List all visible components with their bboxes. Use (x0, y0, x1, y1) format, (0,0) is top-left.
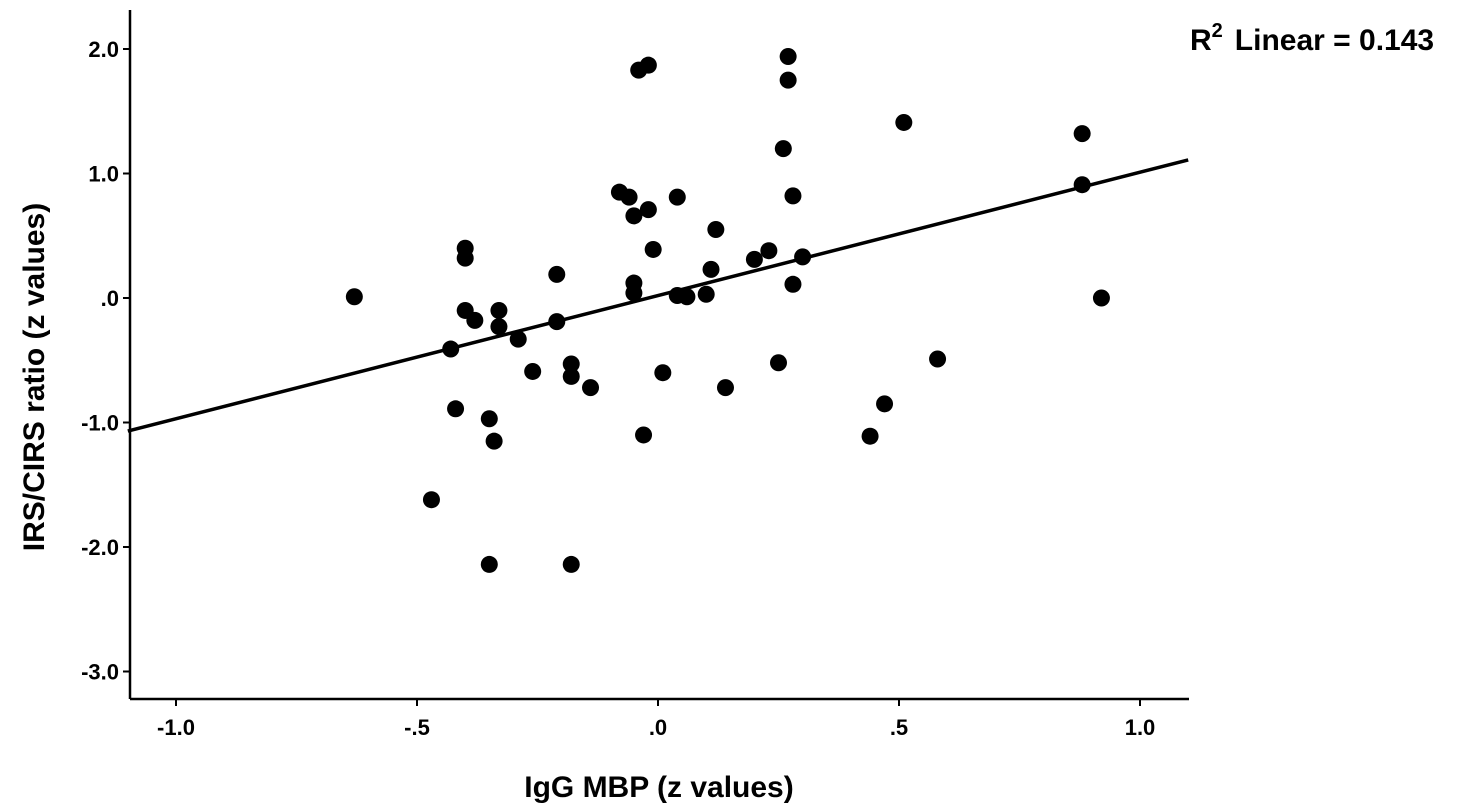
data-point (770, 354, 787, 372)
data-point (635, 426, 653, 444)
data-point (760, 242, 778, 260)
data-point (654, 364, 672, 382)
data-point (490, 318, 508, 336)
x-tick-label: -1.0 (157, 715, 195, 740)
x-tick-label: .0 (649, 715, 667, 740)
data-point (1073, 176, 1091, 194)
y-tick-label: .0 (101, 286, 119, 311)
x-tick-label: 1.0 (1125, 715, 1156, 740)
data-point (745, 250, 763, 268)
data-point (779, 71, 797, 89)
data-point (779, 47, 797, 65)
data-point (784, 275, 802, 293)
data-point (861, 427, 879, 445)
data-point (774, 140, 792, 158)
data-point (490, 301, 508, 319)
data-point (562, 367, 580, 385)
y-tick-label: -2.0 (81, 535, 119, 560)
data-point (697, 285, 715, 303)
data-point (668, 188, 686, 206)
data-point (1092, 289, 1110, 307)
data-point (639, 201, 657, 219)
data-point (625, 207, 643, 225)
data-point (929, 350, 947, 368)
data-point (784, 187, 802, 205)
data-point (466, 311, 484, 329)
points-layer (345, 47, 1110, 573)
data-point (639, 56, 657, 74)
r2-text: Linear = 0.143 (1235, 24, 1434, 57)
data-point (1073, 125, 1091, 143)
data-point (509, 330, 527, 348)
data-point (422, 491, 440, 509)
data-point (678, 288, 696, 306)
data-point (644, 240, 662, 258)
data-point (702, 260, 720, 278)
data-point (716, 379, 734, 397)
data-point (620, 188, 638, 206)
data-point (456, 249, 474, 267)
data-point (582, 379, 600, 397)
data-point (625, 284, 643, 302)
fit-line-layer (127, 158, 1189, 433)
y-tick-label: 1.0 (88, 162, 119, 187)
y-tick-label: 2.0 (88, 37, 119, 62)
y-tick-label: -1.0 (81, 411, 119, 436)
data-point (447, 400, 465, 418)
y-axis-title: IRS/CIRS ratio (z values) (18, 203, 51, 551)
data-point (442, 340, 460, 358)
y-tick-label: -3.0 (81, 660, 119, 685)
r2-annotation: R2 Linear = 0.143 (1190, 20, 1434, 57)
axes-layer (128, 10, 1189, 701)
data-point (794, 248, 812, 266)
data-point (524, 362, 542, 380)
data-point (548, 313, 566, 331)
data-point (562, 555, 580, 573)
data-point (562, 355, 580, 373)
r2-superscript: 2 (1212, 20, 1223, 42)
data-point (548, 265, 566, 283)
data-point (480, 555, 498, 573)
ticks-layer: 2.0 1.0 .0 -1.0 -2.0 -3.0 -1.0 -.5 .0 .5 1.0 (81, 37, 1155, 740)
data-point (707, 221, 725, 239)
data-point (345, 288, 363, 306)
data-point (876, 395, 894, 413)
fit-line (127, 158, 1189, 433)
data-point (895, 113, 913, 131)
x-tick-label: -.5 (404, 715, 430, 740)
data-point (480, 410, 498, 428)
x-tick-label: .5 (890, 715, 908, 740)
data-point (485, 432, 503, 450)
r2-symbol: R (1190, 24, 1212, 57)
x-axis-title: IgG MBP (z values) (524, 771, 794, 804)
